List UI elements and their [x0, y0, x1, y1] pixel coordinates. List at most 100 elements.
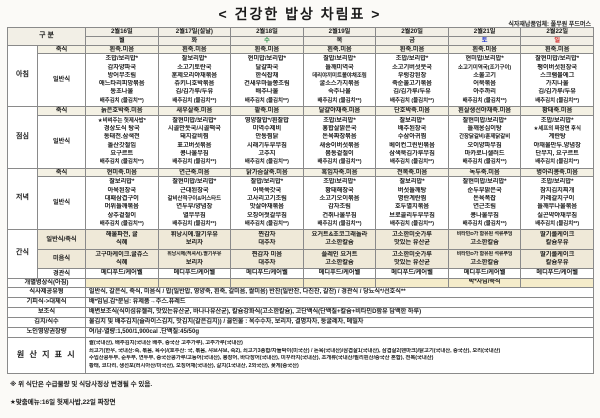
meal-type-label: 죽식 — [36, 106, 87, 116]
menu-cell: 찰현미밥/보리밥* 근대된장국 갈비산적구이&머스타드 연두부/양념장 열무무침 배추김치… — [157, 176, 232, 231]
meal-type-label: 죽식 — [36, 44, 87, 55]
date-cell: 2월20일 — [375, 27, 449, 37]
menu-cell: 찰보리밥* 아욱된장국 대패삼겹구이 머위들깨볶음 상추겉절이 배추김치 (물김치**) — [85, 176, 159, 231]
menu-cell: 찰밥/보리밥* 어묵쑥갓국 고사리고기조림 맛살야채볶음 오징어젓갈무침 배추김치 (물김… — [230, 176, 304, 231]
dow-cell: 토 — [447, 35, 522, 46]
date-cell: 2월17일(설날) — [157, 27, 232, 37]
info-row-text: 물김치 및 배추김치(슬라이스김치, 맛김치(갈은김치)) / 끓인물 : 옥수… — [85, 316, 594, 328]
meal-type-label: 일반식 — [36, 176, 87, 231]
menu-cell: 조밥/보리밥* 참치김치찌개 카레갈치구이 들깨무나물볶음 실곤약야채무침 배추김치 (물… — [520, 176, 594, 231]
snack-cell: 해물파전, 귤 식혜 — [85, 229, 159, 250]
menu-cell: 조밥/보리밥* 홍합살맑은국 돈육짜장볶음 새송이버섯볶음 봄동겉절이 배추김치 (물김치… — [302, 114, 377, 169]
porridge-cell: 흰죽.미음 — [447, 44, 522, 55]
meal-type-label: 경관식 — [36, 268, 87, 279]
porridge-cell: 흰죽.미음 — [302, 44, 377, 55]
dow-cell: 일 — [520, 35, 594, 46]
special-row-label: 개별병상식(아침) — [6, 277, 87, 288]
porridge-cell: 현미죽.미음 — [85, 167, 159, 178]
porridge-cell: 달걀야채죽.미음 — [302, 106, 377, 116]
porridge-cell: 흰죽.미음 — [85, 44, 159, 55]
origin-text: 쌀(국내산), 배추김치(국내산 배추, 중국산 고추가루), 고추가루(국내산… — [85, 336, 594, 375]
supplier-note: 식자재납품업체: 풀무원 푸드머스 — [508, 22, 591, 28]
date-cell: 2월19일 — [302, 27, 377, 37]
snack-cell: 비타민D가 함유된 석류푸딩 고소한칼슘 — [447, 248, 522, 270]
meal-group-label: 저녁 — [7, 167, 38, 231]
dow-cell: 화 — [157, 35, 232, 46]
date-cell: 2월18일 — [230, 27, 304, 37]
info-row-label: 김치/식수 — [6, 316, 87, 328]
info-row-text: 여/남-열량:1,500/1,900cal .단백질:45/50g — [85, 326, 594, 338]
dow-cell: 월 — [85, 35, 159, 46]
menu-cell: ★비벼주는 헛제사밥* 경상도식 탕국 동태전.삼색전 돌산갓절임 요구르트 배추김치 (… — [85, 114, 159, 169]
meal-type-label: 일반식 — [36, 114, 87, 169]
dow-cell: 수 — [230, 35, 304, 46]
snack-cell: 휘낭시에.딸기우유 보리차 — [157, 229, 232, 250]
dow-cell: 금 — [375, 35, 449, 46]
dow-cell: 목 — [302, 35, 377, 46]
date-cell: 2월22일 — [520, 27, 594, 37]
tube-feed-cell: 메디푸드/케어웰 — [447, 268, 522, 279]
porridge-cell: 병아리콩죽.미음 — [520, 167, 594, 178]
special-cell — [85, 277, 159, 288]
menu-cell: 찰보리밥* 배추된장국 수삼아귀찜 베이컨그린빈볶음 삼색묵김가루무침 배추김치 (물김치… — [375, 114, 449, 169]
menu-cell: 찰밥/보리밥* 들깨미역국 데리야끼미트볼야채조림 굴소스가지볶음 숙주나물 배추김치 (… — [302, 53, 377, 108]
special-cell — [302, 277, 377, 288]
menu-table-body: 구 분 2월16일 2월17일(설날) 2월18일 2월19일 2월20일 2월21일 2월2… — [6, 27, 594, 375]
porridge-cell: 닭가슴살죽.미음 — [230, 167, 304, 178]
origin-label: 원 산 지 표 시 — [6, 336, 87, 375]
menu-cell: 찰현미밥/보리밥* 팽이버섯된장국 스크램블에그 가지나물 김/김가루/두유 배추김치 (… — [520, 53, 594, 108]
info-row-text: 일반식, 갈은식, 죽식, 미음식 / 밥(일반밥, 영양죽, 흰죽, 갈미음,… — [85, 286, 594, 298]
snack-cell: 고소한미숫가루 맛있는 유산균 — [375, 229, 449, 250]
porridge-cell: 흰살생선야채죽.미음 — [447, 106, 522, 116]
info-row-label: 기피식->대체식 — [6, 296, 87, 308]
snack-cell: 딸기롤케이크 칼슘우유 — [520, 229, 594, 250]
page-title: < 건강한 밥상 차림표 > — [218, 6, 382, 22]
tube-feed-cell: 메디푸드/케어웰 — [520, 268, 594, 279]
porridge-cell: 녹두죽.미음 — [447, 167, 522, 178]
footnote-change-notice: ※ 위 식단은 수급물량 및 식당사정상 변경될 수 있음. — [10, 381, 153, 388]
special-cell — [520, 277, 594, 288]
meal-group-label: 간식 — [7, 229, 38, 279]
meal-group-label: 점심 — [7, 106, 38, 169]
special-cell — [230, 277, 304, 288]
snack-cell: 요거트&초코그래놀라 고소한칼슘 — [302, 229, 377, 250]
tube-feed-cell: 메디푸드/케어웰 — [375, 268, 449, 279]
porridge-cell: 흰죽.미음 — [230, 44, 304, 55]
meal-type-label: 미음식 — [36, 248, 87, 270]
porridge-cell: 황태죽.미음 — [520, 106, 594, 116]
menu-cell: 찰보리밥* 버섯들깨탕 명란계란찜 호두멸치볶음 브로콜리두부무침 배추김치 (물김치**… — [375, 176, 449, 231]
snack-cell: 고소한미숫가루 맛있는 유산균 — [375, 248, 449, 270]
meal-type-label: 일반식 — [36, 53, 87, 108]
menu-cell: 찰현미밥/보리밥* 들깨옹심이탕 간장닭갈비/훈제닭갈비 오이양파무침 마카로니샐러드 배… — [447, 114, 522, 169]
info-row-text: 배변보조식(식이섬유젤리, 맛있는유산균, 바나나유산균), 칼슘강화식(고소한… — [85, 306, 594, 318]
meal-group-label: 아침 — [7, 44, 38, 108]
menu-cell: 찰현미밥/보리밥* 순두부맑은국 돈육폭찹 연근조림 콩나물무침 배추김치 (물김치**) — [447, 176, 522, 231]
snack-cell: 플레인 요거트 고소한칼슘 — [302, 248, 377, 270]
header-gubun: 구 분 — [6, 27, 87, 46]
tube-feed-cell: 메디푸드/케어웰 — [85, 268, 159, 279]
origin-line: 수입산콩두부, 순두부, 연두부, 중국산콩가루/고등어(국내산), 붕장어, … — [89, 355, 434, 362]
menu-cell: 조밥/보리밥* ★셰프의 짜장면 후식 계란탕 야채물만두.양념장 단무지, 요구르트 배… — [520, 114, 594, 169]
date-cell: 2월21일 — [447, 27, 522, 37]
porridge-cell: 팥죽.미음 — [230, 106, 304, 116]
menu-cell: 조밥/보리밥* 감자양파국 방어무조림 애느타리피망볶음 동초나물 배추김치 (물김치**… — [85, 53, 159, 108]
snack-cell: 찐감자 미음 대추차 — [230, 248, 304, 270]
date-cell: 2월16일 — [85, 27, 159, 37]
porridge-cell: 흑임자죽.미음 — [302, 167, 377, 178]
info-row-label: 노인영양권장량 — [6, 326, 87, 338]
menu-cell: 찰보리밥* 소고기토란국 훈제오리야채볶음 쥬키니호박볶음 김/김가루/두유 배추김치 (… — [157, 53, 232, 108]
tube-feed-cell: 메디푸드/케어웰 — [302, 268, 377, 279]
porridge-cell: 흰죽.미음 — [157, 44, 232, 55]
menu-cell: 현미밥/보리밥* 소고기미역국(조기구이) 소불고기 어묵볶음 아주까리 배추김치 (물김… — [447, 53, 522, 108]
menu-cell: 찰현미밥/보리밥* 시골만둣국/시골떡국 돼지갈비찜 표고버섯볶음 콩나물무침 배추김치 … — [157, 114, 232, 169]
meal-type-label: 죽식 — [36, 167, 87, 178]
menu-cell: 영양찰밥*/흰찰밥 미역수제비 안동찜닭 시래기두부무침 고추지 배추김치 (물김치**) — [230, 114, 304, 169]
info-row-label: 보조식 — [6, 306, 87, 318]
menu-cell: 조밥/보리밥* 소고기버섯뭇국 우렁강된장 죽순불고기볶음 김/김가루/두유 배추김치 (… — [375, 53, 449, 108]
porridge-cell: 흰죽.미음 — [375, 44, 449, 55]
footnote-star-menu: ★맞춤메뉴:16일 헛제사밥,22일 짜장면 — [10, 399, 116, 406]
origin-line: 쇠고기(한우, 국내산:죽, 볶음, 육수)/(호주산: 국, 볶음, 샤브샤브… — [89, 347, 501, 354]
origin-line: 쌀(국내산), 배추김치(국내산 배추, 중국산 고추가루), 고추가루(국내산… — [89, 339, 243, 346]
